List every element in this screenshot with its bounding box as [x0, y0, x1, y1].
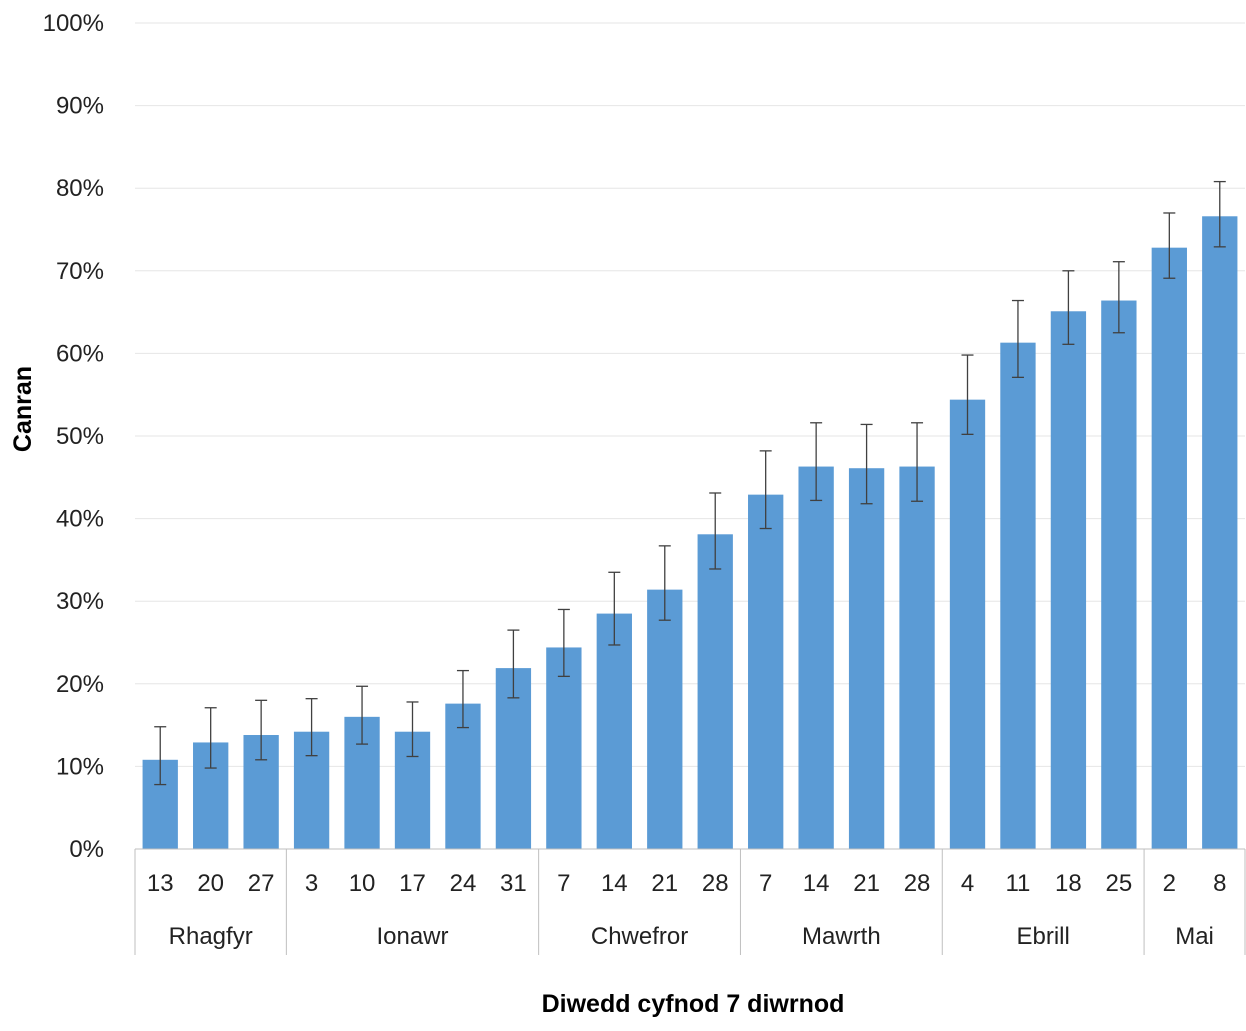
- x-tick-label: 7: [759, 870, 772, 897]
- bar: [1101, 300, 1137, 849]
- error-bar: [1213, 180, 1226, 248]
- x-axis: 13 20 27 3 10 17 24 31 7 14 21 28 7 14 21 28 4 11 18 25 2 8Rh…: [134, 848, 1246, 955]
- x-tick-label: 3: [305, 870, 318, 897]
- error-bar: [911, 422, 924, 502]
- error-bar: [860, 423, 873, 505]
- y-tick-label: 30%: [56, 588, 104, 615]
- bar: [1050, 311, 1087, 849]
- bar: [848, 468, 885, 849]
- bar: [798, 466, 834, 849]
- y-axis-tick-labels: 0% 10% 20% 30% 40% 50% 60% 70% 80% 90% 100%: [43, 10, 104, 863]
- error-bar: [608, 571, 621, 646]
- x-group-label: Mawrth: [802, 923, 881, 950]
- y-tick-label: 40%: [56, 506, 104, 533]
- y-tick-label: 50%: [56, 423, 104, 450]
- y-tick-label: 10%: [56, 753, 104, 780]
- bar: [596, 613, 632, 849]
- error-bar: [1011, 299, 1024, 379]
- error-bar: [507, 629, 520, 699]
- error-bar: [204, 707, 217, 769]
- y-tick-label: 60%: [56, 340, 104, 367]
- error-bar: [1062, 270, 1075, 345]
- error-bar: [406, 701, 419, 758]
- x-group-label: Chwefror: [591, 923, 688, 950]
- bar: [1151, 247, 1187, 849]
- gridlines: [135, 22, 1245, 767]
- error-bar: [456, 669, 469, 729]
- error-bar: [1112, 261, 1125, 334]
- x-tick-label: 28: [904, 870, 931, 897]
- x-tick-label: 24: [450, 870, 477, 897]
- x-tick-label: 31: [500, 870, 527, 897]
- x-tick-label: 20: [197, 870, 224, 897]
- bar: [546, 647, 582, 849]
- bar: [697, 534, 733, 849]
- x-tick-label: 14: [803, 870, 830, 897]
- error-bar: [356, 685, 369, 745]
- x-tick-label: 14: [601, 870, 628, 897]
- x-axis-title: Diwedd cyfnod 7 diwrnod: [542, 990, 845, 1018]
- bar: [748, 494, 784, 849]
- error-bar: [1163, 212, 1176, 279]
- x-tick-label: 21: [853, 870, 880, 897]
- bar: [1000, 342, 1036, 849]
- x-tick-label: 2: [1163, 870, 1176, 897]
- x-tick-label: 10: [349, 870, 376, 897]
- x-tick-label: 27: [248, 870, 275, 897]
- y-tick-label: 70%: [56, 258, 104, 285]
- x-tick-label: 21: [651, 870, 678, 897]
- x-tick-label: 25: [1106, 870, 1133, 897]
- x-group-label: Ebrill: [1017, 923, 1070, 950]
- x-tick-label: 17: [399, 870, 426, 897]
- error-bar: [810, 422, 823, 502]
- x-group-label: Mai: [1175, 923, 1214, 950]
- x-tick-label: 11: [1005, 870, 1030, 897]
- x-tick-label: 28: [702, 870, 729, 897]
- y-axis-title: Canran: [9, 366, 37, 452]
- x-tick-label: 13: [147, 870, 174, 897]
- x-tick-label: 4: [961, 870, 974, 897]
- error-bar: [658, 545, 671, 621]
- x-group-label: Rhagfyr: [169, 923, 253, 950]
- error-bar: [305, 698, 318, 757]
- error-bar: [255, 699, 268, 761]
- y-tick-label: 0%: [69, 836, 104, 863]
- error-bar: [961, 354, 974, 435]
- y-tick-label: 90%: [56, 93, 104, 120]
- bar: [899, 466, 935, 849]
- error-bar: [759, 450, 772, 530]
- x-tick-label: 18: [1055, 870, 1082, 897]
- error-bar: [709, 492, 722, 570]
- y-tick-label: 20%: [56, 671, 104, 698]
- bar: [949, 399, 986, 849]
- x-group-label: Ionawr: [376, 923, 448, 950]
- bar: [1202, 216, 1238, 849]
- error-bar: [557, 608, 570, 678]
- error-bars: [154, 180, 1226, 786]
- bar: [647, 589, 683, 849]
- x-tick-label: 8: [1213, 870, 1226, 897]
- x-tick-label: 7: [557, 870, 570, 897]
- error-bar: [154, 726, 167, 786]
- y-tick-label: 80%: [56, 175, 104, 202]
- bars: [142, 216, 1238, 849]
- y-tick-label: 100%: [43, 10, 104, 37]
